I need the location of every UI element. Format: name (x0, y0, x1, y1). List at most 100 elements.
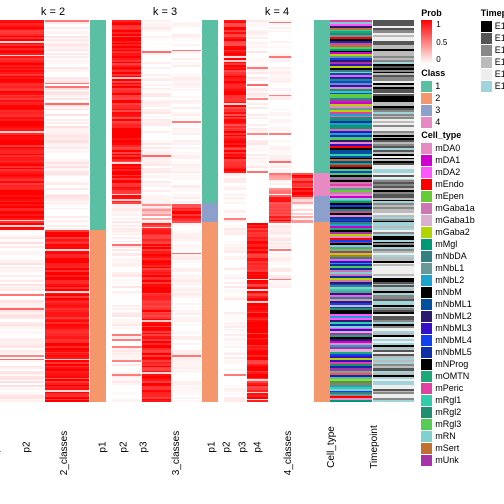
prob-tick: 1 (436, 20, 447, 29)
legend-item: 2 (421, 92, 475, 104)
legend-swatch (421, 455, 432, 466)
legend-label: mRgl3 (435, 419, 461, 429)
heatmap (0, 20, 106, 402)
legend-swatch (421, 227, 432, 238)
legend-item: 4 (421, 116, 475, 128)
legend-label: mMgl (435, 239, 457, 249)
legend-label: mDA0 (435, 143, 460, 153)
legend-label: 1 (435, 81, 440, 91)
legend-label: mDA1 (435, 155, 460, 165)
legend-label: 2 (435, 93, 440, 103)
legend-label: E12.5 (495, 33, 504, 43)
prob-tick: 0 (436, 55, 447, 64)
prob-gradient (421, 20, 432, 64)
legend-item: E13.5 (481, 44, 504, 56)
legend-swatch (421, 443, 432, 454)
legend-label: mOMTN (435, 371, 469, 381)
legend-swatch (421, 155, 432, 166)
legend-swatch (421, 81, 432, 92)
legend-item: E18.5 (481, 80, 504, 92)
legend-label: mRgl1 (435, 395, 461, 405)
legend-label: mNbML5 (435, 347, 472, 357)
prob-column (112, 20, 142, 402)
legend-label: mGaba1b (435, 215, 475, 225)
legend-label: mRgl2 (435, 407, 461, 417)
legend-swatch (421, 203, 432, 214)
heatmap-panels: k = 2p1p22_classesk = 3p1p2p33_classesk … (0, 0, 330, 504)
legend-item: mGaba1a (421, 202, 475, 214)
annot-label: Timepoint (368, 425, 418, 469)
legend-swatch (481, 57, 492, 68)
legend-label: mNbDA (435, 251, 467, 261)
legend-swatch (421, 251, 432, 262)
prob-tick: 0.5 (436, 38, 447, 47)
legend-item: mOMTN (421, 370, 475, 382)
legend-item: mNbL1 (421, 262, 475, 274)
legend-label: mNbM (435, 287, 462, 297)
legend-swatch (481, 33, 492, 44)
legend-item: mRN (421, 430, 475, 442)
legend-label: mNbML3 (435, 323, 472, 333)
legend-swatch (421, 407, 432, 418)
legend-swatch (481, 81, 492, 92)
legends: Prob 1 0.5 0 Class 1 234 Cell_type mDA0 mDA1… (415, 0, 504, 504)
legend-swatch (421, 93, 432, 104)
legend-label: 4 (435, 117, 440, 127)
legend-swatch (421, 263, 432, 274)
legend-label: mGaba1a (435, 203, 475, 213)
legend-swatch (421, 105, 432, 116)
legend-item: mMgl (421, 238, 475, 250)
legend-label: mNbML4 (435, 335, 472, 345)
legend-swatch (421, 419, 432, 430)
legend-swatch (421, 167, 432, 178)
legend-item: mDA2 (421, 166, 475, 178)
legend-title-class: Class (421, 68, 475, 78)
legend-label: E11.5 (495, 21, 504, 31)
legend-item: E14.5 (481, 56, 504, 68)
legend-swatch (481, 21, 492, 32)
legend-label: mEpen (435, 191, 464, 201)
legend-item: mRgl2 (421, 406, 475, 418)
legend-label: mSert (435, 443, 459, 453)
annotation-columns (330, 20, 415, 402)
legend-item: mNbML4 (421, 334, 475, 346)
panel-title: k = 3 (112, 6, 218, 20)
legend-swatch (421, 359, 432, 370)
legend-item: E15.5 (481, 68, 504, 80)
legend-label: E15.5 (495, 69, 504, 79)
legend-title-celltype: Cell_type (421, 130, 475, 140)
legend-label: mNbL2 (435, 275, 464, 285)
legend-swatch (421, 395, 432, 406)
legend-item: E11.5 (481, 20, 504, 32)
prob-column (0, 20, 45, 402)
class-column (202, 20, 218, 402)
legend-item: mEpen (421, 190, 475, 202)
legend-swatch (421, 215, 432, 226)
legend-swatch (421, 117, 432, 128)
panel-title: k = 2 (0, 6, 106, 20)
legend-swatch (421, 335, 432, 346)
legend-swatch (421, 347, 432, 358)
legend-title-timepoint: Timepoint (481, 8, 504, 18)
legend-item: 3 (421, 104, 475, 116)
legend-item: mNbML2 (421, 310, 475, 322)
legend-item: 1 (421, 80, 475, 92)
legend-label: E14.5 (495, 57, 504, 67)
legend-title-prob: Prob (421, 8, 475, 18)
legend-swatch (421, 371, 432, 382)
legend-swatch (421, 431, 432, 442)
class-column (90, 20, 106, 402)
legend-label: mNbL1 (435, 263, 464, 273)
prob-column (224, 20, 247, 402)
legend-swatch (421, 239, 432, 250)
legend-swatch (421, 143, 432, 154)
legend-swatch (481, 45, 492, 56)
legend-label: mPeric (435, 383, 463, 393)
legend-item: mNbML1 (421, 298, 475, 310)
legend-item: mRgl3 (421, 418, 475, 430)
legend-item: mDA1 (421, 154, 475, 166)
legend-item: mNbML5 (421, 346, 475, 358)
legend-swatch (421, 275, 432, 286)
legend-item: mDA0 (421, 142, 475, 154)
annot-column-timepoint (373, 20, 416, 402)
